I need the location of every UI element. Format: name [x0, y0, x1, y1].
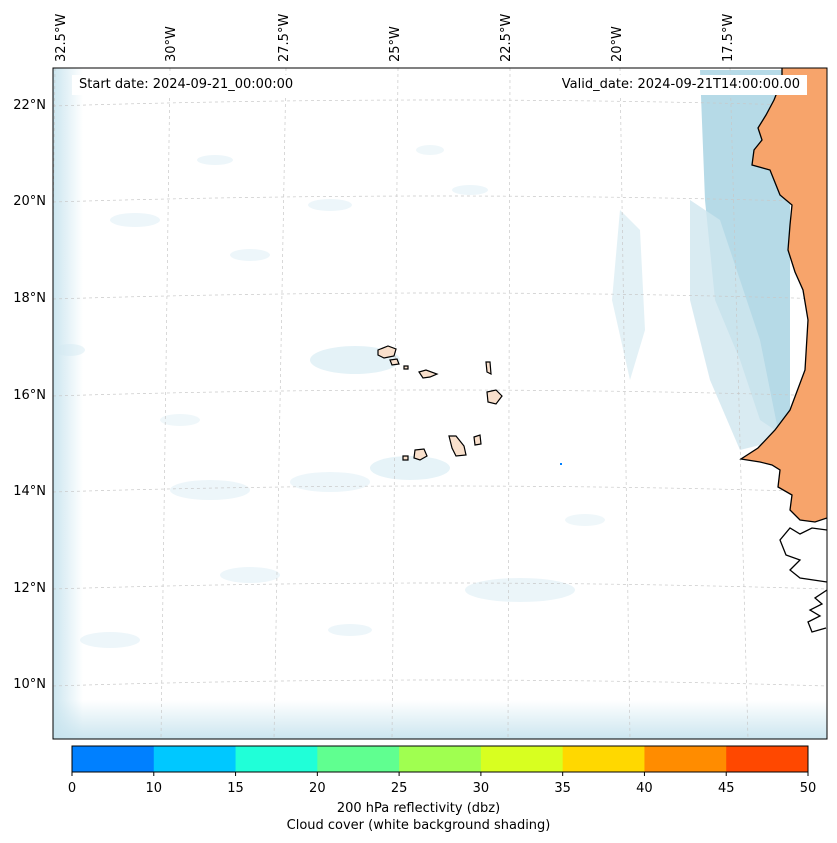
island-boa-vista	[486, 389, 503, 405]
lon-label: 32.5°W	[54, 13, 69, 62]
colorbar-segment	[480, 746, 564, 772]
lon-label: 25°W	[388, 26, 403, 62]
lat-label: 10°N	[13, 677, 46, 692]
start-date-label: Start date: 2024-09-21_00:00:00	[72, 75, 301, 95]
island-santa-luzia	[403, 365, 409, 370]
island-maio	[473, 434, 482, 446]
colorbar-frame	[71, 745, 809, 773]
lat-label: 22°N	[13, 98, 46, 113]
colorbar-segment	[726, 746, 809, 772]
island-sal	[485, 361, 492, 376]
colorbar-segment	[644, 746, 727, 772]
coastline	[739, 68, 827, 633]
island-fogo	[413, 448, 428, 461]
reflectivity-speck	[560, 463, 562, 465]
colorbar-tick-label: 50	[799, 781, 817, 796]
island-sao-nicolau	[418, 369, 439, 379]
island-sao-vicente	[389, 358, 400, 366]
lat-label: 18°N	[13, 291, 46, 306]
map-area	[53, 68, 827, 739]
island-santiago	[448, 435, 467, 457]
valid-date-label: Valid_date: 2024-09-21T14:00:00.00	[554, 75, 807, 95]
colorbar-tick-label: 35	[554, 781, 571, 796]
colorbar-segment	[235, 746, 318, 772]
colorbar-segment	[153, 746, 237, 772]
africa-land	[741, 68, 827, 522]
lon-label: 17.5°W	[721, 13, 736, 62]
colorbar-segment	[72, 746, 155, 772]
colorbar-tick-label: 45	[717, 781, 735, 796]
colorbar-tick-label: 0	[67, 781, 77, 796]
colorbar-tick-label: 15	[227, 781, 244, 796]
island-santo-antao	[377, 345, 397, 359]
lat-label: 16°N	[13, 388, 46, 403]
lat-label: 20°N	[13, 194, 46, 209]
colorbar-sublabel: Cloud cover (white background shading)	[286, 818, 551, 833]
lon-label: 30°W	[164, 26, 179, 62]
colorbar-label: 200 hPa reflectivity (dbz)	[336, 801, 501, 816]
graticule	[53, 68, 827, 739]
lon-label: 20°W	[610, 26, 625, 62]
colorbar-tick-label: 40	[636, 781, 653, 796]
lat-label: 12°N	[13, 581, 46, 596]
colorbar-tick-label: 10	[145, 781, 163, 796]
colorbar-tick-label: 25	[390, 781, 408, 796]
lon-label: 22.5°W	[499, 13, 514, 62]
cape-verde-islands	[377, 345, 503, 461]
lat-label: 14°N	[13, 484, 46, 499]
island-brava	[402, 455, 409, 461]
colorbar-tick-label: 20	[309, 781, 326, 796]
map-frame	[52, 67, 828, 740]
lon-label: 27.5°W	[277, 13, 292, 62]
colorbar-segment	[317, 746, 400, 772]
colorbar-segment	[399, 746, 482, 772]
colorbar-segment	[562, 746, 645, 772]
colorbar-tick-label: 30	[472, 781, 490, 796]
colorbar	[71, 746, 809, 776]
